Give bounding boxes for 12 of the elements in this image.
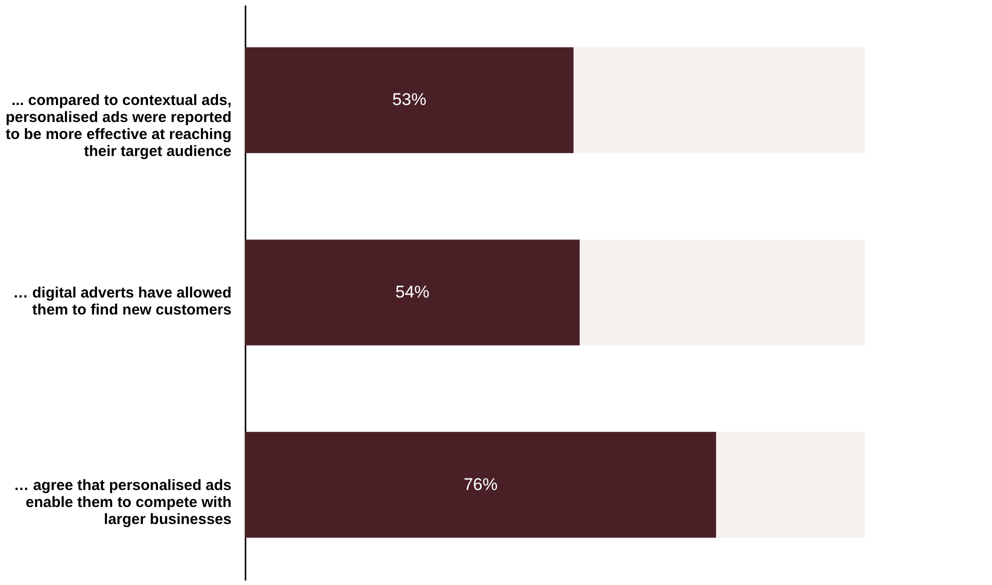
bar — [716, 432, 865, 538]
y-tick-label: ... compared to contextual ads, personalised ads were reported to be more effective at reaching their target audience — [6, 92, 232, 160]
data-label: 54% — [395, 282, 430, 302]
bar — [245, 47, 574, 154]
bar — [574, 47, 865, 154]
y-tick-label: … digital adverts have allowed them to find new customers — [13, 284, 232, 318]
bar — [245, 432, 716, 538]
data-label: 53% — [392, 90, 426, 110]
bar — [580, 240, 865, 346]
bar — [245, 240, 580, 346]
data-label: 76% — [464, 474, 498, 494]
y-tick-label: … agree that personalised ads enable them to compete with larger businesses — [14, 476, 232, 528]
